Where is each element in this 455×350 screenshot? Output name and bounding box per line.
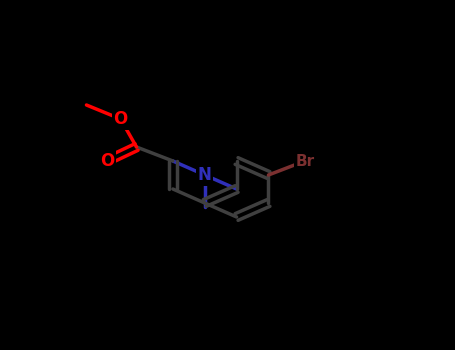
Text: O: O [113, 110, 128, 128]
Text: N: N [198, 166, 212, 184]
Text: Br: Br [295, 154, 314, 168]
Text: O: O [100, 152, 114, 170]
